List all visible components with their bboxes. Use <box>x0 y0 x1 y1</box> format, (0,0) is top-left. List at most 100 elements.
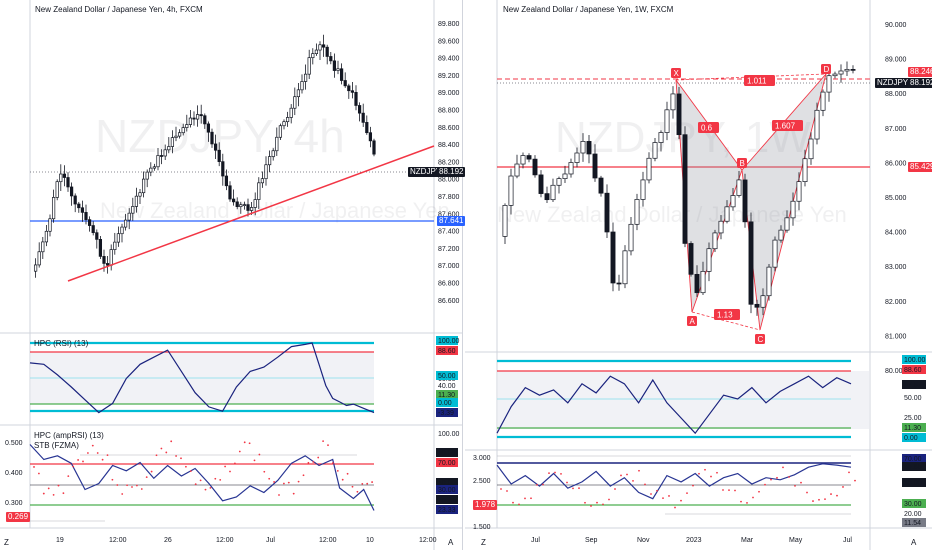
price-tick: 83.000 <box>885 264 907 271</box>
candle-4h-candle <box>264 164 268 180</box>
resistance-tag-1w: 85.429 <box>908 162 932 172</box>
chart-pane-1w[interactable]: NZDJPY, 1W New Zealand Dollar / Japanese … <box>465 0 932 550</box>
time-tick: 12:00 <box>319 537 337 544</box>
time-tick: 19 <box>56 537 64 544</box>
price-tick: 86.000 <box>885 160 907 167</box>
candle-1w-candle <box>808 138 814 160</box>
zoom-corner-left[interactable]: Z <box>4 538 9 547</box>
candle-1w-candle <box>628 223 634 252</box>
candle-4h-candle <box>185 124 189 128</box>
candle-1w-candle <box>658 132 664 143</box>
amp-tick-bg <box>436 485 458 494</box>
rsi-tick: 100.00 <box>438 338 460 345</box>
auto-scale-button-left[interactable]: A <box>448 538 454 547</box>
chart-pane-4h[interactable]: NZDJPY, 4h New Zealand Dollar / Japanese … <box>0 0 466 550</box>
price-tick: 86.600 <box>438 298 460 305</box>
amp-dot <box>219 478 222 481</box>
rsi-tick: 0.00 <box>438 400 452 407</box>
candle-4h-candle <box>95 232 99 240</box>
amp-dot <box>698 472 700 475</box>
amp-dot <box>734 489 736 492</box>
amp-dot <box>566 481 568 484</box>
candle-1w-candle <box>544 193 550 201</box>
zoom-corner-right[interactable]: Z <box>481 538 486 547</box>
rsi-indicator-label[interactable]: HPC (RSI) (13) <box>34 339 89 348</box>
amp-dot <box>194 483 197 486</box>
amp-dot <box>278 494 280 496</box>
candle-4h-candle <box>311 53 315 59</box>
amp-dot <box>794 484 796 487</box>
amp-dot <box>626 473 628 476</box>
candle-4h-candle <box>368 132 373 142</box>
amp-dot <box>500 488 502 490</box>
amp-dot <box>572 487 574 490</box>
amp-dot <box>116 484 119 486</box>
amp-tick: 70.00 <box>904 456 922 463</box>
amp-dot <box>638 469 640 472</box>
amp-dot <box>800 481 802 484</box>
candle-4h-candle <box>62 173 67 178</box>
candle-4h-candle <box>174 135 178 138</box>
price-tick: 89.000 <box>885 57 907 64</box>
candle-1w-candle <box>532 158 538 176</box>
candle-4h-candle <box>361 112 365 123</box>
amp-dot <box>518 503 520 506</box>
time-tick: 12:00 <box>216 537 234 544</box>
amprsi-indicator-label[interactable]: HPC (ampRSI) (13) <box>34 431 104 440</box>
price-tag-1w: 88.192 <box>908 78 932 88</box>
candle-1w-candle <box>676 93 682 136</box>
candle-4h-candle <box>41 241 45 253</box>
amp-dot <box>371 481 373 483</box>
stb-indicator-label[interactable]: STB (FZMA) <box>34 441 79 450</box>
amp-dot <box>728 489 730 492</box>
amp-tick: 30.00 <box>904 501 922 508</box>
candle-1w-candle <box>832 73 838 77</box>
candle-4h-candle <box>98 239 103 257</box>
amp-dot <box>273 481 275 483</box>
pattern-ratio: 1.011 <box>747 77 767 86</box>
candle-4h-candle <box>343 80 347 87</box>
amp-tick-bg <box>902 478 926 487</box>
candle-1w-candle <box>790 200 796 219</box>
candle-4h-candle <box>113 241 117 250</box>
rsi-line-4h <box>29 342 375 414</box>
candle-4h-candle <box>59 173 63 183</box>
pattern-ac <box>691 311 761 331</box>
amp-dot <box>72 465 75 468</box>
amp-dot <box>87 452 89 454</box>
candle-1w-candle <box>778 229 784 241</box>
amp-tick-bg <box>436 448 458 457</box>
candle-4h-candle <box>271 150 275 157</box>
pattern-point-bg <box>821 64 831 74</box>
candle-4h-candle <box>285 117 290 123</box>
candle-4h-candle <box>48 218 52 232</box>
candle-1w-candle <box>814 109 820 140</box>
amp-dot <box>608 498 610 501</box>
rsi-tick-bg <box>902 380 926 389</box>
amp-tick-bg <box>902 462 926 471</box>
candle-4h-candle <box>120 226 124 235</box>
candle-1w-candle <box>514 163 520 177</box>
candle-4h-candle <box>51 197 56 220</box>
pattern-ratio: 0.6 <box>701 124 713 133</box>
candle-4h-candle <box>44 230 49 243</box>
candle-4h-candle <box>228 185 232 200</box>
amp-dot <box>668 495 670 497</box>
amp-dot <box>145 476 148 479</box>
candle-4h-candle <box>73 195 77 205</box>
time-tick: 10 <box>366 537 374 544</box>
candle-4h-candle <box>159 155 164 157</box>
auto-scale-button-right[interactable]: A <box>911 538 917 547</box>
amp-line-4h <box>29 444 375 511</box>
amp-dot <box>297 480 300 483</box>
amp-dot <box>824 498 826 500</box>
candle-4h-candle <box>206 123 211 133</box>
amp-tick: 50.00 <box>904 480 922 487</box>
price-tick: 87.200 <box>438 246 460 253</box>
amp-dot <box>52 493 55 496</box>
amp-dot <box>650 493 652 495</box>
candle-4h-candle <box>69 186 74 197</box>
amp-dot <box>287 481 290 484</box>
